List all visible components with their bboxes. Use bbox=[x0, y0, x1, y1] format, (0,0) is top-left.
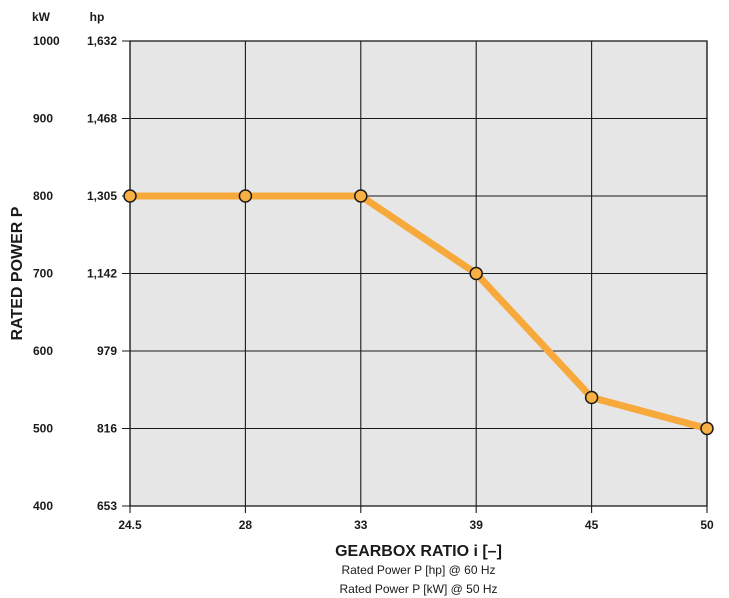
y-unit-kw: kW bbox=[32, 10, 51, 24]
data-point bbox=[584, 390, 599, 405]
y-tick-hp: 816 bbox=[97, 422, 117, 436]
y-tick-labels: 1000 1,632 900 1,468 800 1,305 700 1,142 600 979 5… bbox=[33, 34, 117, 513]
y-tick-kw: 700 bbox=[33, 267, 53, 281]
rated-power-line bbox=[126, 192, 711, 432]
note-kw-50hz: Rated Power P [kW] @ 50 Hz bbox=[339, 582, 497, 596]
data-point bbox=[123, 189, 137, 203]
y-tick-hp: 1,632 bbox=[87, 34, 117, 48]
y-unit-hp: hp bbox=[90, 10, 105, 24]
x-tick-label: 45 bbox=[585, 518, 599, 532]
x-tick-label: 24.5 bbox=[118, 518, 142, 532]
x-tick-label: 28 bbox=[239, 518, 253, 532]
y-tick-hp: 979 bbox=[97, 344, 117, 358]
y-tick-hp: 653 bbox=[97, 499, 117, 513]
y-tick-hp: 1,468 bbox=[87, 112, 117, 126]
y-axis-title: RATED POWER P bbox=[9, 206, 26, 340]
y-tick-hp: 1,142 bbox=[87, 267, 117, 281]
y-tick-kw: 800 bbox=[33, 189, 53, 203]
y-tick-kw: 900 bbox=[33, 112, 53, 126]
y-tick-kw: 500 bbox=[33, 422, 53, 436]
x-axis-title: GEARBOX RATIO i [–] bbox=[335, 543, 502, 560]
grid-lines bbox=[122, 40, 708, 513]
y-tick-kw: 1000 bbox=[33, 34, 60, 48]
y-tick-hp: 1,305 bbox=[87, 189, 117, 203]
data-markers bbox=[123, 189, 714, 436]
data-point bbox=[700, 421, 714, 436]
data-point bbox=[469, 266, 483, 281]
note-hp-60hz: Rated Power P [hp] @ 60 Hz bbox=[341, 563, 495, 577]
y-tick-kw: 600 bbox=[33, 344, 53, 358]
data-point bbox=[238, 189, 253, 203]
x-tick-label: 33 bbox=[354, 518, 368, 532]
x-tick-label: 39 bbox=[470, 518, 484, 532]
y-tick-kw: 400 bbox=[33, 499, 53, 513]
data-point bbox=[354, 189, 368, 203]
x-tick-labels: 24.5 28 33 39 45 50 bbox=[118, 518, 714, 532]
x-tick-label: 50 bbox=[700, 518, 714, 532]
